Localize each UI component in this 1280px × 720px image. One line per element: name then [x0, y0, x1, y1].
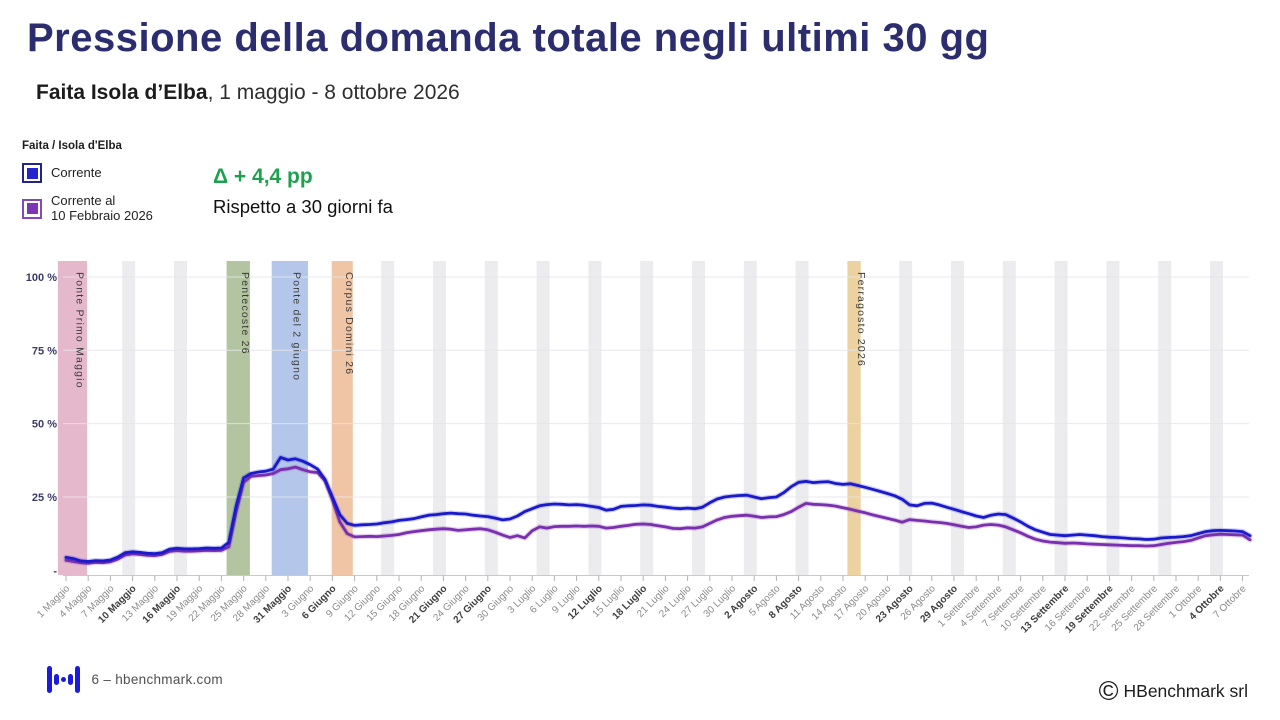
delta-value: Δ + 4,4 pp: [213, 165, 313, 188]
weekend-band: [1106, 261, 1120, 575]
legend-swatch-corrente-al-fill: [26, 203, 38, 215]
weekend-band: [122, 261, 136, 575]
legend-swatch-corrente-al: [22, 198, 42, 219]
holiday-band-label: Ponte del 2 giugno: [291, 272, 303, 381]
copyright-icon: ©: [1098, 676, 1119, 706]
delta-caption: Rispetto a 30 giorni fa: [213, 196, 393, 217]
logo-bar: [75, 665, 80, 693]
holiday-band-label: Ferragosto 2026: [855, 272, 867, 367]
legend-label-corrente: Corrente: [51, 164, 102, 180]
holiday-band-label: Ponte Primo Maggio: [73, 272, 85, 389]
subtitle-date-range: , 1 maggio - 8 ottobre 2026: [207, 81, 460, 104]
weekend-band: [743, 261, 757, 575]
weekend-band: [381, 261, 395, 575]
weekend-band: [640, 261, 654, 575]
series-line: [64, 456, 1252, 563]
footer-right: © HBenchmark srl: [1099, 678, 1248, 705]
weekend-band: [1158, 261, 1172, 575]
logo-bar: [54, 673, 59, 685]
subtitle: Faita Isola d’Elba, 1 maggio - 8 ottobre…: [36, 81, 460, 105]
y-axis-label: 50 %: [32, 419, 57, 431]
legend-label-corrente-al: Corrente al 10 Febbraio 2026: [51, 193, 153, 223]
legend-item-corrente: Corrente: [22, 163, 102, 183]
hbenchmark-logo-icon: [47, 664, 80, 694]
copyright-owner: HBenchmark srl: [1123, 681, 1248, 701]
y-axis-label: 75 %: [32, 345, 57, 357]
holiday-band: [271, 261, 308, 575]
series-line: [64, 465, 1252, 565]
y-axis-label: 25 %: [32, 492, 57, 504]
weekend-band: [795, 261, 809, 575]
logo-bar: [47, 665, 52, 693]
footer-left: 6 – hbenchmark.com: [47, 664, 223, 694]
logo-bar: [61, 676, 66, 682]
logo-bar: [68, 673, 73, 685]
holiday-band-label: Pentecoste 26: [239, 272, 251, 355]
weekend-band: [899, 261, 913, 575]
holiday-band: [57, 261, 88, 575]
weekend-band: [1054, 261, 1068, 575]
weekend-band: [174, 261, 187, 575]
subtitle-property-name: Faita Isola d’Elba: [36, 81, 208, 104]
y-axis-label: -: [53, 565, 57, 577]
y-axis-label: 100 %: [26, 272, 57, 284]
legend-swatch-corrente-fill: [26, 167, 38, 179]
legend-swatch-corrente: [22, 163, 42, 183]
legend-group-label: Faita / Isola d'Elba: [22, 140, 122, 152]
legend-item-corrente-al: Corrente al 10 Febbraio 2026: [22, 193, 153, 224]
page-title: Pressione della domanda totale negli ult…: [27, 16, 990, 60]
page-number-and-site: 6 – hbenchmark.com: [91, 671, 223, 687]
holiday-band-label: Corpus Domini 26: [343, 272, 355, 375]
